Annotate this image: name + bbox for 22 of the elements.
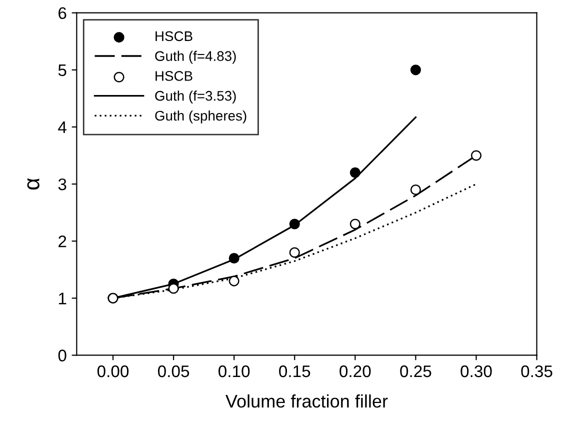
x-tick-label: 0.35	[521, 365, 552, 378]
x-axis-title: Volume fraction filler	[226, 394, 388, 408]
y-tick-label: 4	[58, 122, 66, 134]
x-tick-label: 0.15	[279, 365, 310, 378]
y-tick-label: 1	[58, 292, 66, 304]
x-tick-label: 0.30	[460, 365, 492, 378]
legend-label: Guth (f=3.53)	[155, 90, 236, 104]
legend-label: HSCB	[156, 31, 192, 42]
y-tick-label: 2	[58, 236, 66, 248]
y-tick-label: 3	[58, 178, 66, 190]
x-tick-label: 0.00	[97, 365, 129, 378]
x-tick-label: 0.25	[400, 365, 432, 378]
y-axis-title: α	[27, 178, 40, 190]
y-tick-label: 6	[58, 7, 66, 20]
y-tick-label: 5	[58, 64, 66, 76]
legend-label: Guth (spheres)	[155, 110, 246, 124]
legend-label: Guth (f=4.83)	[155, 50, 236, 64]
x-tick-label: 0.10	[218, 365, 250, 378]
x-tick-label: 0.05	[158, 365, 190, 378]
y-tick-label: 0	[58, 350, 66, 362]
x-tick-label: 0.20	[340, 365, 371, 378]
legend-label: HSCB	[156, 71, 192, 81]
